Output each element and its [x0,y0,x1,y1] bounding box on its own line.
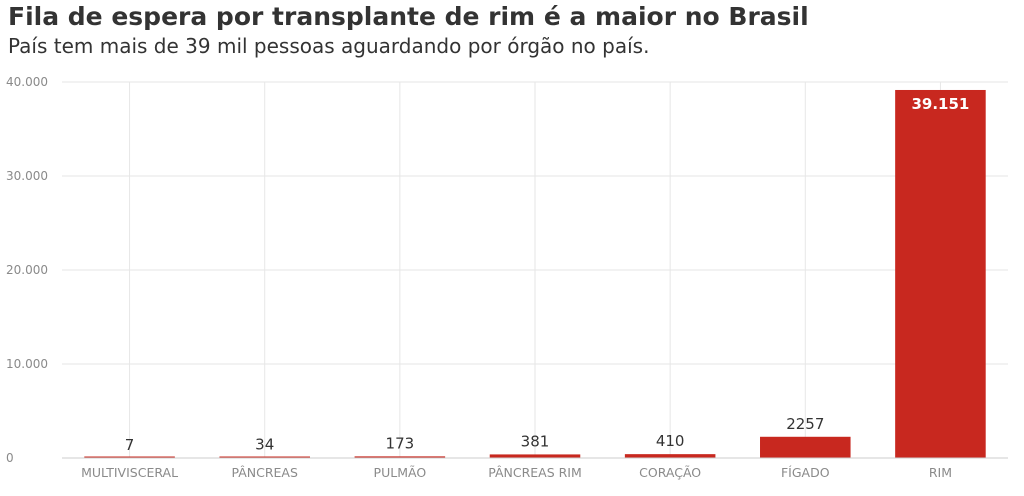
y-axis: 0 10.000 20.000 30.000 40.000 [6,75,48,465]
chart-subtitle: País tem mais de 39 mil pessoas aguardan… [8,34,650,58]
bar [354,456,446,458]
y-tick-label: 0 [6,451,14,465]
data-label: 173 [386,434,415,452]
x-tick-label: CORAÇÃO [639,465,701,480]
bars [84,89,986,459]
x-tick-label: MULTIVISCERAL [81,465,178,480]
y-tick-label: 10.000 [6,357,48,371]
x-tick-label: PÂNCREAS [231,465,298,480]
data-label: 7 [125,436,135,454]
x-tick-label: FÍGADO [781,465,830,480]
x-tick-label: RIM [929,465,952,480]
data-label: 39.151 [911,95,969,113]
y-tick-label: 20.000 [6,263,48,277]
data-label: 2257 [786,415,824,433]
x-tick-label: PULMÃO [374,465,427,480]
chart-title: Fila de espera por transplante de rim é … [8,2,809,31]
bar [489,454,581,458]
data-label: 381 [521,432,550,450]
bar [760,436,851,458]
data-label: 410 [656,432,685,450]
value-labels: 7 34 173 381 410 2257 39.151 [125,95,970,454]
bar [895,89,986,459]
bar [219,456,310,458]
bar [84,456,175,458]
x-tick-label: PÂNCREAS RIM [488,465,582,480]
x-axis: MULTIVISCERAL PÂNCREAS PULMÃO PÂNCREAS RIM C… [62,457,1008,480]
y-tick-label: 30.000 [6,169,48,183]
gridlines [62,81,1008,459]
data-label: 34 [255,436,274,454]
y-tick-label: 40.000 [6,75,48,89]
bar [624,454,716,458]
